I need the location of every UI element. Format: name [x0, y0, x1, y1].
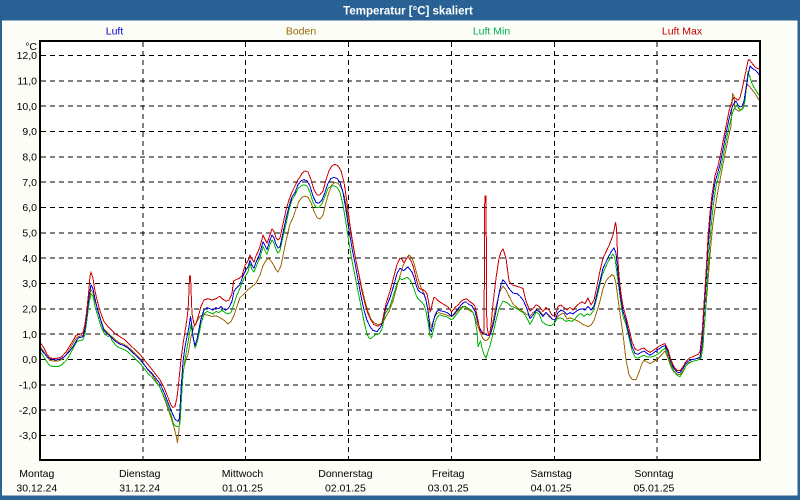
svg-text:2,0: 2,0	[22, 303, 37, 315]
svg-text:7,0: 7,0	[22, 177, 37, 189]
svg-text:04.01.25: 04.01.25	[531, 483, 572, 495]
svg-text:-3,0: -3,0	[19, 430, 37, 442]
svg-text:Mittwoch: Mittwoch	[222, 468, 264, 480]
svg-text:Luft: Luft	[106, 26, 124, 38]
svg-text:Montag: Montag	[19, 468, 54, 480]
svg-text:Freitag: Freitag	[432, 468, 465, 480]
svg-text:05.01.25: 05.01.25	[633, 483, 674, 495]
svg-text:3,0: 3,0	[22, 278, 37, 290]
svg-text:11,0: 11,0	[17, 75, 37, 87]
svg-text:-2,0: -2,0	[19, 405, 37, 417]
svg-text:Luft Min: Luft Min	[473, 26, 511, 38]
svg-text:Boden: Boden	[286, 26, 317, 38]
svg-text:1,0: 1,0	[22, 329, 37, 341]
svg-text:Luft Max: Luft Max	[662, 26, 703, 38]
svg-text:12,0: 12,0	[17, 50, 38, 62]
svg-text:4,0: 4,0	[22, 253, 37, 265]
svg-text:9,0: 9,0	[22, 126, 37, 138]
svg-text:6,0: 6,0	[22, 202, 37, 214]
svg-text:-1,0: -1,0	[19, 379, 37, 391]
svg-text:30.12.24: 30.12.24	[16, 483, 57, 495]
svg-text:5,0: 5,0	[22, 227, 37, 239]
svg-text:Dienstag: Dienstag	[119, 468, 161, 480]
svg-text:°C: °C	[25, 41, 37, 53]
svg-text:0,0: 0,0	[22, 354, 37, 366]
svg-text:02.01.25: 02.01.25	[325, 483, 366, 495]
svg-text:Donnerstag: Donnerstag	[318, 468, 372, 480]
svg-text:Sonntag: Sonntag	[634, 468, 673, 480]
svg-text:Temperatur [°C] skaliert: Temperatur [°C] skaliert	[343, 6, 473, 18]
svg-text:8,0: 8,0	[22, 151, 37, 163]
svg-text:10,0: 10,0	[17, 101, 38, 113]
svg-text:Samstag: Samstag	[530, 468, 572, 480]
svg-text:31.12.24: 31.12.24	[119, 483, 160, 495]
svg-text:01.01.25: 01.01.25	[222, 483, 263, 495]
svg-text:03.01.25: 03.01.25	[428, 483, 469, 495]
